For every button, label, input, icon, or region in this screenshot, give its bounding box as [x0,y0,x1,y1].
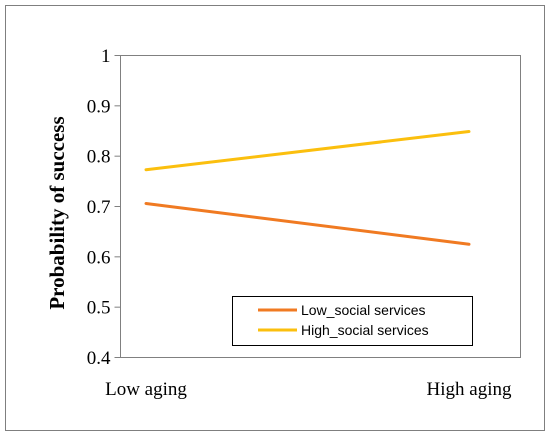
legend: Low_social services High_social services [232,296,473,346]
series-lines [144,130,471,246]
y-tick-label: 0.7 [87,197,111,218]
legend-box [232,296,473,346]
x-tick-label: Low aging [105,379,187,400]
y-tick-label: 0.5 [87,298,111,319]
y-tick-label: 0.6 [87,247,111,268]
legend-label-high-social-services: High_social services [301,322,429,338]
legend-label-low-social-services: Low_social services [301,302,426,318]
y-axis-title: Probability of success [45,116,69,309]
y-tick-label: 0.9 [87,96,111,117]
y-tick-label: 0.4 [87,348,111,369]
series-line-low-social-services [144,201,471,246]
y-tick-label: 0.8 [87,147,111,168]
y-tick-label: 1 [101,46,111,67]
x-tick-label: High aging [427,379,512,400]
x-axis: Low aging High aging [105,379,512,400]
y-axis: 0.4 0.5 0.6 0.7 0.8 0.9 1 [87,46,121,369]
series-line-high-social-services [144,130,471,172]
